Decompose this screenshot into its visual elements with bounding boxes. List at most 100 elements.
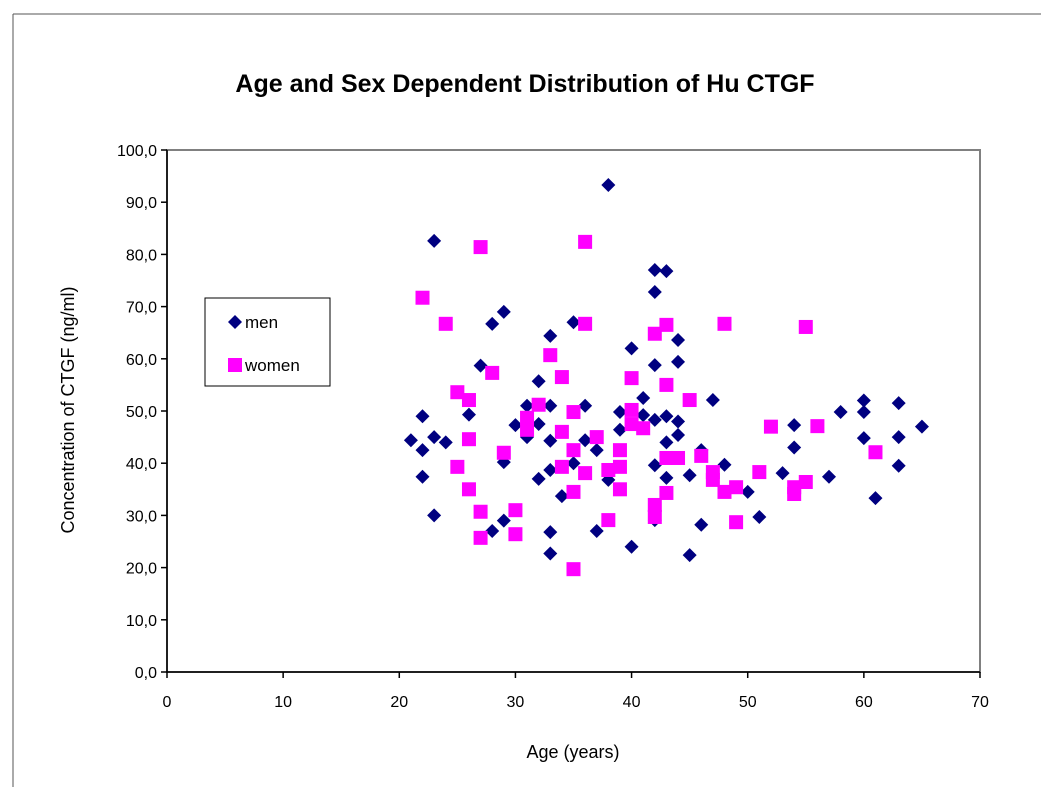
point xyxy=(647,412,662,427)
point xyxy=(659,264,674,279)
point xyxy=(543,433,558,448)
point xyxy=(578,433,593,448)
point xyxy=(601,513,616,528)
point xyxy=(508,503,523,518)
point xyxy=(601,462,616,477)
point xyxy=(403,433,418,448)
point xyxy=(659,450,674,465)
point xyxy=(612,443,627,458)
point xyxy=(891,458,906,473)
point xyxy=(461,407,476,422)
point xyxy=(822,469,837,484)
point xyxy=(624,341,639,356)
x-tick-label: 0 xyxy=(163,694,172,711)
point xyxy=(496,513,511,528)
point xyxy=(601,177,616,192)
point xyxy=(717,484,732,499)
point xyxy=(914,419,929,434)
y-tick-label: 40,0 xyxy=(126,456,157,473)
point xyxy=(438,316,453,331)
x-tick-label: 40 xyxy=(623,694,641,711)
point xyxy=(543,462,558,477)
point xyxy=(531,374,546,389)
point xyxy=(473,530,488,545)
point xyxy=(891,396,906,411)
point xyxy=(543,546,558,561)
point xyxy=(612,405,627,420)
point xyxy=(682,468,697,483)
y-tick-label: 10,0 xyxy=(126,613,157,630)
point xyxy=(636,390,651,405)
point xyxy=(647,497,662,512)
point xyxy=(485,316,500,331)
point xyxy=(554,370,569,385)
x-tick-label: 20 xyxy=(390,694,408,711)
point xyxy=(566,456,581,471)
x-tick-label: 70 xyxy=(971,694,989,711)
point xyxy=(508,418,523,433)
point xyxy=(566,562,581,577)
point xyxy=(856,405,871,420)
point xyxy=(612,422,627,437)
point xyxy=(647,263,662,278)
point xyxy=(415,409,430,424)
point xyxy=(543,398,558,413)
point xyxy=(705,472,720,487)
point xyxy=(589,443,604,458)
point xyxy=(485,524,500,539)
point xyxy=(659,435,674,450)
point xyxy=(589,430,604,445)
point xyxy=(450,385,465,400)
point xyxy=(554,489,569,504)
point xyxy=(589,524,604,539)
point xyxy=(833,405,848,420)
point xyxy=(717,457,732,472)
y-tick-label: 100,0 xyxy=(117,143,157,160)
point xyxy=(578,466,593,481)
point xyxy=(647,358,662,373)
point xyxy=(775,466,790,481)
point xyxy=(485,365,500,380)
point xyxy=(612,482,627,497)
point xyxy=(659,409,674,424)
x-tick-label: 60 xyxy=(855,694,873,711)
point xyxy=(612,459,627,474)
point xyxy=(531,417,546,432)
point xyxy=(554,459,569,474)
point xyxy=(566,405,581,420)
point xyxy=(461,432,476,447)
point xyxy=(578,316,593,331)
point xyxy=(740,484,755,499)
point xyxy=(461,393,476,408)
point xyxy=(543,525,558,540)
x-axis-label: Age (years) xyxy=(526,742,619,762)
y-tick-label: 0,0 xyxy=(135,665,157,682)
point xyxy=(659,317,674,332)
point xyxy=(566,484,581,499)
point xyxy=(427,430,442,445)
y-tick-label: 50,0 xyxy=(126,404,157,421)
point xyxy=(868,445,883,460)
point xyxy=(415,290,430,305)
point xyxy=(508,527,523,542)
point xyxy=(578,398,593,413)
point xyxy=(671,333,686,348)
point xyxy=(717,316,732,331)
point xyxy=(543,348,558,363)
point xyxy=(787,418,802,433)
point xyxy=(671,450,686,465)
y-tick-label: 70,0 xyxy=(126,300,157,317)
legend-box xyxy=(204,297,331,387)
point xyxy=(566,315,581,330)
point xyxy=(415,469,430,484)
point xyxy=(473,504,488,519)
y-tick-label: 60,0 xyxy=(126,352,157,369)
chart-title: Age and Sex Dependent Distribution of Hu… xyxy=(235,70,814,98)
point xyxy=(659,470,674,485)
point xyxy=(427,233,442,248)
point xyxy=(647,509,662,524)
y-tick-label: 20,0 xyxy=(126,561,157,578)
point xyxy=(624,402,639,417)
point xyxy=(554,424,569,439)
